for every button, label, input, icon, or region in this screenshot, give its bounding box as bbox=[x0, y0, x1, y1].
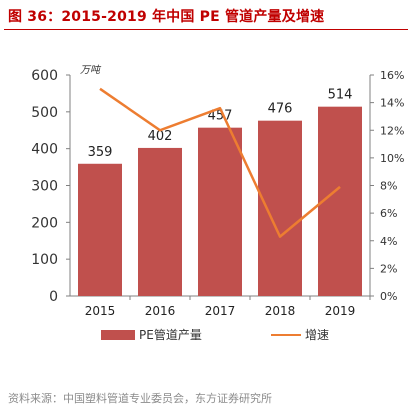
y-right-tick-label: 16% bbox=[380, 69, 404, 82]
y-right-tick-label: 10% bbox=[380, 152, 404, 165]
growth-rate-line bbox=[99, 87, 341, 238]
x-tick-label: 2017 bbox=[205, 304, 236, 318]
y-left-tick-label: 200 bbox=[31, 215, 58, 231]
title-divider bbox=[4, 29, 408, 30]
y-left-tick-label: 0 bbox=[49, 289, 58, 305]
y-left-tick-label: 300 bbox=[31, 179, 58, 195]
x-tick-label: 2015 bbox=[85, 304, 116, 318]
bar-data-label: 359 bbox=[88, 145, 113, 160]
y-right-tick-label: 6% bbox=[380, 207, 397, 220]
legend: PE管道产量 增速 bbox=[101, 327, 329, 342]
y-left-tick-label: 600 bbox=[31, 68, 58, 84]
y-right-tick-label: 8% bbox=[380, 180, 397, 193]
bar-data-label: 402 bbox=[148, 129, 173, 144]
x-tick-label: 2018 bbox=[265, 304, 296, 318]
y-right-tick-label: 14% bbox=[380, 97, 404, 110]
figure-title: 图 36：2015-2019 年中国 PE 管道产量及增速 bbox=[8, 9, 325, 25]
bar bbox=[258, 120, 302, 296]
bar bbox=[318, 106, 362, 296]
bar-data-label: 514 bbox=[328, 88, 353, 103]
source-note: 资料来源：中国塑料管道专业委员会，东方证券研究所 bbox=[8, 392, 272, 405]
x-tick-label: 2016 bbox=[145, 304, 176, 318]
y-left-tick-label: 500 bbox=[31, 105, 58, 121]
bar bbox=[198, 127, 242, 297]
y-right-tick-label: 0% bbox=[380, 290, 397, 303]
bar bbox=[138, 147, 182, 296]
bar bbox=[78, 163, 122, 296]
legend-label-production: PE管道产量 bbox=[139, 327, 202, 342]
y-left-tick-label: 400 bbox=[31, 142, 58, 158]
legend-swatch-production bbox=[101, 330, 135, 340]
x-tick-label: 2019 bbox=[325, 304, 356, 318]
y-left-tick-label: 100 bbox=[31, 252, 58, 268]
bar-data-label: 476 bbox=[268, 102, 293, 117]
legend-label-growth: 增速 bbox=[305, 328, 329, 342]
y-right-tick-label: 2% bbox=[380, 262, 397, 275]
y-right-tick-label: 4% bbox=[380, 235, 397, 248]
y-left-unit-label: 万吨 bbox=[80, 64, 102, 76]
y-right-tick-label: 12% bbox=[380, 124, 404, 137]
